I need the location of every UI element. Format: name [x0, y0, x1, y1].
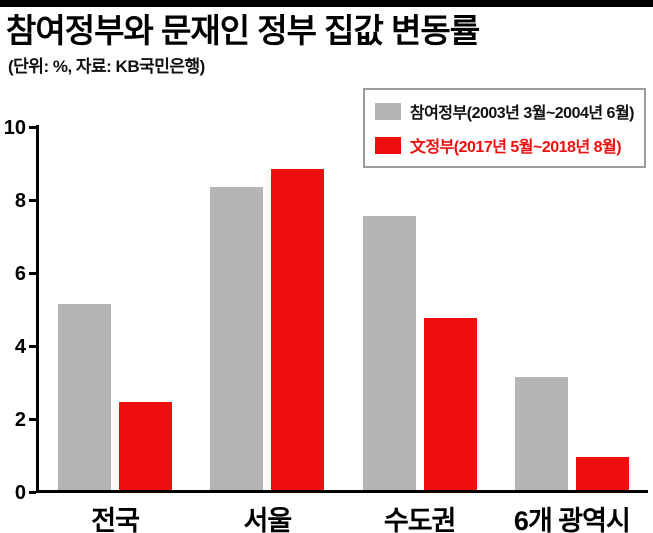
y-tick-mark-4 [29, 345, 36, 348]
bar-series2-6개 광역시 [575, 457, 629, 490]
y-tick-label-8: 8 [14, 190, 26, 212]
y-tick-mark-6 [29, 272, 36, 275]
bar-group-4 [496, 377, 648, 490]
bar-series2-수도권 [423, 318, 477, 490]
legend-item-2: 文정부(2017년 5월~2018년 8월) [374, 133, 634, 157]
y-tick-mark-2 [29, 418, 36, 421]
bar-series1-수도권 [362, 216, 416, 490]
y-tick-label-4: 4 [14, 336, 26, 358]
bar-group-2 [191, 169, 343, 490]
legend-swatch-2 [374, 136, 401, 154]
bar-series1-6개 광역시 [514, 377, 568, 490]
legend: 참여정부(2003년 3월~2004년 6월) 文정부(2017년 5월~2018… [362, 88, 646, 168]
bar-series1-서울 [210, 187, 264, 490]
legend-item-1: 참여정부(2003년 3월~2004년 6월) [374, 99, 635, 123]
axes-row: 0 2 4 6 8 10 [0, 117, 648, 504]
x-label-1: 전국 [91, 506, 140, 533]
x-label-3: 수도권 [383, 506, 457, 533]
y-tick-mark-0 [29, 491, 36, 494]
chart-title: 참여정부와 문재인 정부 집값 변동률 [6, 12, 480, 49]
legend-label-2: 文정부(2017년 5월~2018년 8월) [409, 139, 622, 156]
x-label-2: 서울 [243, 506, 293, 533]
y-tick-label-10: 10 [3, 117, 26, 139]
plot-area [36, 125, 648, 493]
x-axis-labels: 전국 서울 수도권 6개 광역시 [39, 499, 648, 533]
top-rule [0, 0, 653, 7]
y-axis: 0 2 4 6 8 10 [0, 117, 36, 504]
y-tick-label-2: 2 [14, 409, 26, 431]
y-tick-mark-8 [29, 199, 36, 202]
y-tick-label-6: 6 [14, 263, 26, 285]
bar-series2-전국 [119, 402, 173, 490]
bar-chart: 0 2 4 6 8 10 전국 서울 수도권 6개 광역시 [0, 117, 648, 533]
x-label-4: 6개 광역시 [513, 506, 631, 533]
legend-swatch-1 [374, 102, 401, 120]
y-tick-mark-10 [29, 126, 36, 129]
legend-label-1: 참여정부(2003년 3월~2004년 6월) [409, 105, 635, 122]
bar-series2-서울 [271, 169, 325, 490]
y-tick-label-0: 0 [14, 482, 26, 504]
bar-series1-전국 [58, 304, 112, 490]
bar-group-1 [39, 304, 191, 490]
chart-subtitle: (단위: %, 자료: KB국민은행) [8, 56, 205, 76]
bar-group-3 [344, 216, 496, 490]
